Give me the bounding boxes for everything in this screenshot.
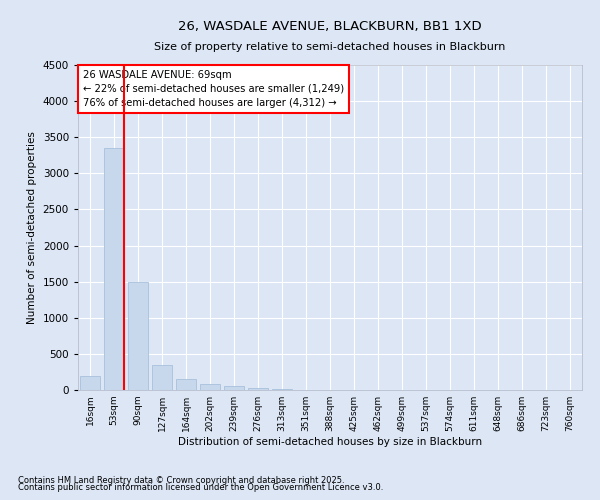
Text: Contains HM Land Registry data © Crown copyright and database right 2025.: Contains HM Land Registry data © Crown c…: [18, 476, 344, 485]
Bar: [152, 364, 172, 390]
Y-axis label: Number of semi-detached properties: Number of semi-detached properties: [27, 131, 37, 324]
Bar: [104, 148, 124, 390]
Text: Size of property relative to semi-detached houses in Blackburn: Size of property relative to semi-detach…: [154, 42, 506, 52]
Text: Contains public sector information licensed under the Open Government Licence v3: Contains public sector information licen…: [18, 484, 383, 492]
Bar: [224, 386, 244, 390]
Bar: [176, 379, 196, 390]
X-axis label: Distribution of semi-detached houses by size in Blackburn: Distribution of semi-detached houses by …: [178, 437, 482, 447]
Bar: [128, 282, 148, 390]
Text: 26, WASDALE AVENUE, BLACKBURN, BB1 1XD: 26, WASDALE AVENUE, BLACKBURN, BB1 1XD: [178, 20, 482, 33]
Bar: [80, 376, 100, 390]
Bar: [200, 384, 220, 390]
Bar: [248, 388, 268, 390]
Text: 26 WASDALE AVENUE: 69sqm
← 22% of semi-detached houses are smaller (1,249)
76% o: 26 WASDALE AVENUE: 69sqm ← 22% of semi-d…: [83, 70, 344, 108]
